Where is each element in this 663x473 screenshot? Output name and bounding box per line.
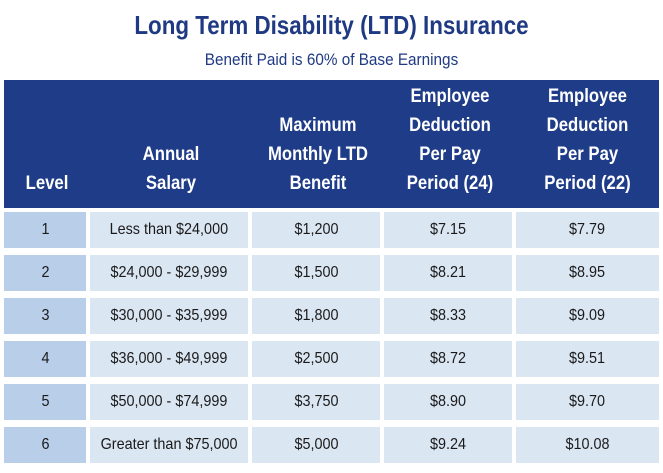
cell-deduction-24: $8.33 [384,298,512,334]
page-title: Long Term Disability (LTD) Insurance [134,10,529,40]
cell-level: 5 [4,384,86,420]
cell-deduction-24: $8.21 [384,255,512,291]
table-row: 1 Less than $24,000 $1,200 $7.15 $7.79 [4,212,659,248]
header-max-monthly-benefit: Maximum Monthly LTD Benefit [268,115,368,194]
cell-deduction-22: $10.08 [516,427,659,463]
cell-deduction-22: $9.09 [516,298,659,334]
table-header: Level Annual Salary Maximum Monthly LTD … [4,80,659,208]
cell-annual-salary: Greater than $75,000 [90,427,248,463]
cell-level: 1 [4,212,86,248]
table-row: 2 $24,000 - $29,999 $1,500 $8.21 $8.95 [4,255,659,291]
header-annual-salary: Annual Salary [142,144,200,194]
cell-max-benefit: $2,500 [252,341,380,377]
cell-level: 3 [4,298,86,334]
cell-annual-salary: $24,000 - $29,999 [90,255,248,291]
cell-deduction-24: $7.15 [384,212,512,248]
cell-annual-salary: $30,000 - $35,999 [90,298,248,334]
header-level: Level [25,173,69,194]
cell-max-benefit: $3,750 [252,384,380,420]
header-deduction-22: Employee Deduction Per Pay Period (22) [544,86,631,194]
cell-deduction-22: $7.79 [516,212,659,248]
cell-deduction-24: $8.72 [384,341,512,377]
cell-level: 6 [4,427,86,463]
cell-annual-salary: $36,000 - $49,999 [90,341,248,377]
cell-deduction-22: $8.95 [516,255,659,291]
cell-max-benefit: $5,000 [252,427,380,463]
cell-annual-salary: Less than $24,000 [90,212,248,248]
cell-level: 2 [4,255,86,291]
cell-max-benefit: $1,500 [252,255,380,291]
cell-annual-salary: $50,000 - $74,999 [90,384,248,420]
cell-max-benefit: $1,800 [252,298,380,334]
table-row: 5 $50,000 - $74,999 $3,750 $8.90 $9.70 [4,384,659,420]
cell-level: 4 [4,341,86,377]
cell-deduction-22: $9.70 [516,384,659,420]
table-row: 4 $36,000 - $49,999 $2,500 $8.72 $9.51 [4,341,659,377]
page-subtitle: Benefit Paid is 60% of Base Earnings [204,50,459,69]
ltd-table: Level Annual Salary Maximum Monthly LTD … [4,80,659,469]
cell-deduction-22: $9.51 [516,341,659,377]
table-row: 3 $30,000 - $35,999 $1,800 $8.33 $9.09 [4,298,659,334]
cell-deduction-24: $9.24 [384,427,512,463]
header-deduction-24: Employee Deduction Per Pay Period (24) [406,86,494,194]
table-row: 6 Greater than $75,000 $5,000 $9.24 $10.… [4,427,659,463]
cell-deduction-24: $8.90 [384,384,512,420]
cell-max-benefit: $1,200 [252,212,380,248]
